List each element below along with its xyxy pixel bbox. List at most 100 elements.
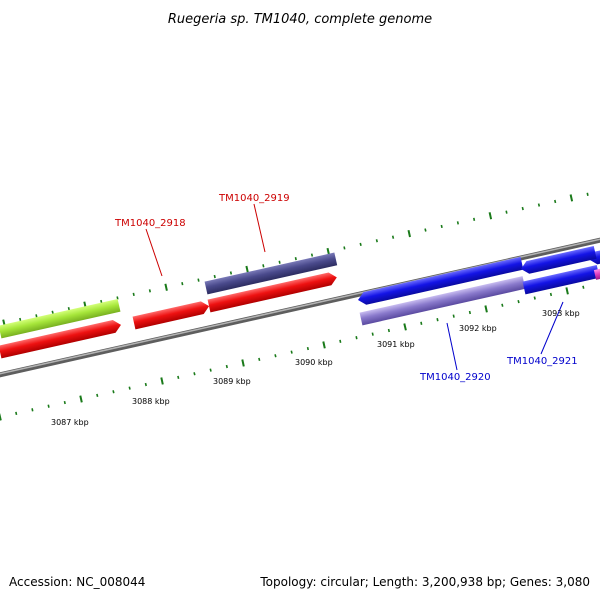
- minor-tick: [391, 235, 395, 239]
- minor-tick: [533, 296, 536, 300]
- gene-label-tm1040-2920[interactable]: TM1040_2920: [419, 372, 491, 383]
- minor-tick: [51, 310, 54, 314]
- minor-tick: [440, 224, 443, 229]
- genome-summary-text: Topology: circular; Length: 3,200,938 bp…: [260, 575, 590, 589]
- minor-tick: [375, 239, 378, 243]
- minor-tick: [225, 364, 228, 369]
- gene-track: [0, 246, 600, 359]
- minor-tick: [213, 274, 216, 279]
- minor-tick: [19, 317, 22, 322]
- minor-tick: [343, 246, 346, 250]
- kbp-label: 3090 kbp: [295, 358, 333, 367]
- minor-tick: [112, 390, 115, 394]
- minor-tick: [517, 300, 520, 304]
- major-tick: [79, 395, 83, 403]
- gene-blue-long[interactable]: [357, 256, 524, 306]
- gene-label-connectors: [145, 203, 564, 371]
- minor-tick: [290, 350, 293, 354]
- major-tick: [484, 305, 488, 313]
- kbp-labels: 3087 kbp 3088 kbp 3089 kbp 3090 kbp 3091…: [51, 309, 580, 427]
- kbp-label: 3091 kbp: [377, 340, 415, 349]
- gene-red-long[interactable]: [207, 271, 339, 313]
- minor-tick: [355, 336, 358, 340]
- minor-tick: [306, 346, 309, 351]
- gene-tm1040-2918[interactable]: [132, 300, 211, 330]
- minor-tick: [31, 408, 34, 412]
- minor-tick: [209, 368, 212, 372]
- kbp-label: 3093 kbp: [542, 309, 580, 318]
- gene-label-tm1040-2918[interactable]: TM1040_2918: [114, 218, 186, 229]
- minor-tick: [132, 292, 135, 297]
- minor-tick: [197, 278, 200, 282]
- minor-tick: [359, 242, 362, 246]
- minor-tick: [586, 192, 589, 196]
- gene-labels: TM1040_2918 TM1040_2919 TM1040_2920 TM10…: [114, 193, 578, 383]
- minor-tick: [554, 199, 557, 204]
- gene-tm1040-2920[interactable]: [359, 276, 526, 326]
- minor-tick: [537, 203, 541, 207]
- gene-tm1040-2919[interactable]: [204, 252, 338, 295]
- minor-tick: [452, 314, 455, 318]
- gene-blue-upper-right[interactable]: [520, 246, 597, 275]
- inner-tick-track: [0, 285, 585, 421]
- minor-tick: [144, 382, 147, 387]
- minor-tick: [100, 299, 103, 304]
- kbp-label: 3092 kbp: [459, 324, 497, 333]
- minor-tick: [501, 303, 504, 307]
- major-tick: [164, 283, 168, 291]
- minor-tick: [468, 310, 471, 315]
- minor-tick: [47, 404, 50, 408]
- major-tick: [569, 194, 574, 202]
- minor-tick: [193, 372, 196, 376]
- minor-tick: [582, 285, 585, 289]
- map-title: Ruegeria sp. TM1040, complete genome: [168, 12, 432, 27]
- major-tick: [407, 229, 411, 238]
- minor-tick: [294, 257, 297, 261]
- gene-blue-partial[interactable]: [588, 247, 600, 266]
- major-tick: [245, 265, 249, 274]
- gene-tm1040-2921[interactable]: [522, 265, 600, 295]
- major-tick: [160, 377, 164, 385]
- outer-tick-track: [2, 192, 589, 327]
- minor-tick: [456, 221, 459, 225]
- major-tick: [322, 341, 326, 349]
- minor-tick: [424, 228, 427, 232]
- minor-tick: [505, 210, 508, 214]
- gene-label-tm1040-2919[interactable]: TM1040_2919: [218, 193, 290, 204]
- minor-tick: [278, 260, 281, 264]
- minor-tick: [262, 264, 265, 268]
- kbp-label: 3089 kbp: [213, 377, 251, 386]
- major-tick: [241, 359, 245, 367]
- minor-tick: [63, 400, 66, 405]
- minor-tick: [116, 296, 119, 300]
- minor-tick: [67, 307, 70, 311]
- gene-magenta[interactable]: [593, 268, 600, 280]
- minor-tick: [310, 253, 314, 257]
- accession-text: Accession: NC_008044: [9, 575, 146, 589]
- minor-tick: [549, 292, 553, 297]
- minor-tick: [177, 375, 180, 379]
- minor-tick: [258, 357, 261, 361]
- kbp-label: 3088 kbp: [132, 397, 170, 406]
- minor-tick: [181, 282, 184, 286]
- minor-tick: [274, 354, 277, 358]
- minor-tick: [229, 271, 233, 275]
- major-tick: [326, 247, 330, 256]
- minor-tick: [521, 206, 524, 211]
- gene-red-left[interactable]: [0, 319, 122, 359]
- minor-tick: [387, 328, 390, 333]
- gene-label-tm1040-2921[interactable]: TM1040_2921: [506, 356, 578, 367]
- kbp-label: 3087 kbp: [51, 418, 89, 427]
- minor-tick: [436, 318, 439, 322]
- minor-tick: [128, 386, 131, 390]
- major-tick: [403, 323, 407, 331]
- minor-tick: [96, 393, 99, 397]
- minor-tick: [339, 339, 342, 343]
- minor-tick: [15, 411, 18, 416]
- minor-tick: [473, 217, 476, 221]
- major-tick: [565, 287, 569, 295]
- minor-tick: [148, 289, 151, 293]
- minor-tick: [371, 332, 374, 336]
- gene-green[interactable]: [0, 298, 121, 339]
